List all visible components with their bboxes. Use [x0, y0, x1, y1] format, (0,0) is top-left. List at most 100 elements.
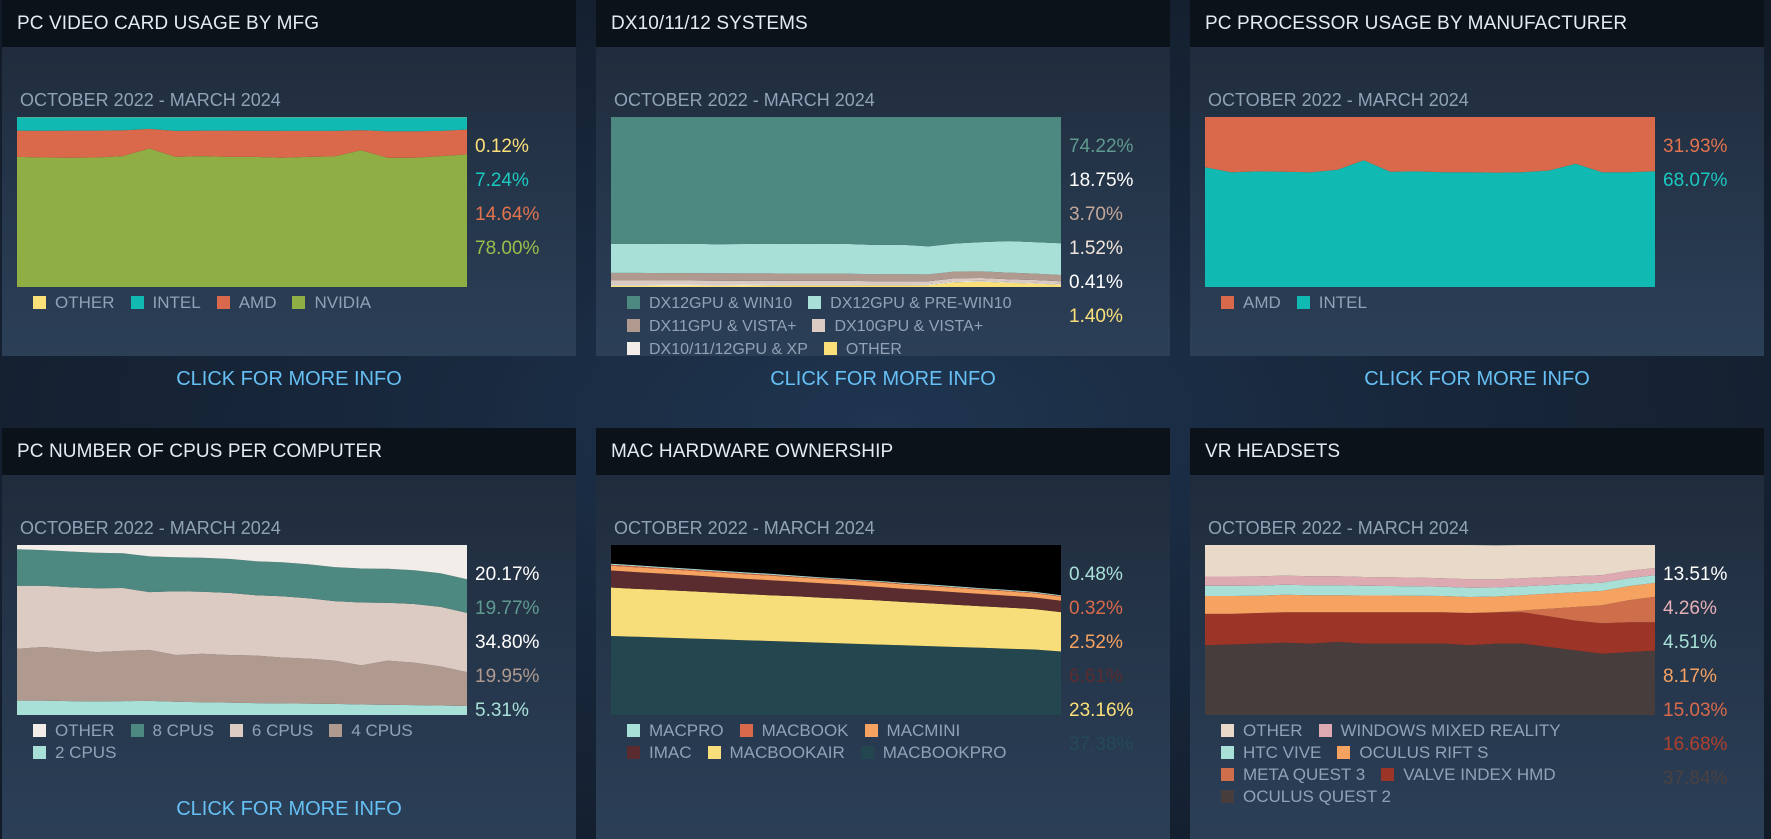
percentage-value: 0.48% [1069, 564, 1123, 585]
legend-label: IMAC [649, 743, 692, 762]
legend-swatch [1221, 296, 1234, 309]
percentage-value: 14.64% [475, 204, 540, 225]
panel-title: DX10/11/12 SYSTEMS [611, 12, 808, 34]
legend-item: AMD [1221, 292, 1281, 314]
area-series-macbookpro [611, 636, 1061, 715]
legend-label: OTHER [55, 293, 115, 312]
legend-item: DX10GPU & VISTA+ [812, 316, 983, 338]
legend-item: MACMINI [864, 720, 960, 742]
legend-label: DX10/11/12GPU & XP [649, 341, 808, 358]
percentage-list: 13.51% 4.26% 4.51% 8.17% 15.03% 16.68% 37.84% [1663, 564, 1727, 802]
legend-swatch [627, 296, 640, 309]
area-series-dx10gpu-vista- [611, 278, 1061, 285]
area-series-intel [1205, 160, 1655, 287]
legend-label: MACBOOKAIR [729, 743, 845, 762]
legend-label: DX10GPU & VISTA+ [834, 318, 984, 335]
panel-vr-headsets: VR HEADSETS OCTOBER 2022 - MARCH 2024 13… [1190, 428, 1764, 839]
legend-item: OTHER [33, 720, 115, 742]
legend-item: INTEL [1296, 292, 1367, 314]
date-range: OCTOBER 2022 - MARCH 2024 [20, 90, 281, 110]
percentage-value: 34.80% [475, 632, 540, 653]
legend: OTHER 8 CPUS 6 CPUS 4 CPUS 2 CPUS [17, 720, 477, 764]
area-series-imac [611, 570, 1061, 613]
legend-swatch [739, 724, 753, 737]
legend-item: AMD [216, 292, 277, 314]
percentage-value: 4.51% [1663, 632, 1717, 653]
area-series-oculus-quest-2 [1205, 641, 1655, 715]
legend-label: INTEL [152, 293, 201, 312]
legend-swatch [229, 724, 243, 737]
area-series-4-cpus [17, 647, 467, 706]
legend-item: DX10/11/12GPU & XP [627, 339, 808, 361]
legend-item: 2 CPUS [33, 742, 116, 764]
legend-item: DX12GPU & WIN10 [627, 293, 792, 315]
percentage-value: 7.24% [475, 170, 529, 191]
area-series-oculus-rift-s [1205, 582, 1655, 614]
legend-item: HTC VIVE [1221, 742, 1321, 764]
legend-item: IMAC [627, 742, 692, 764]
area-series-nvidia [17, 148, 467, 287]
legend-swatch [33, 746, 46, 759]
legend-swatch [1296, 296, 1310, 309]
legend: OTHER INTEL AMD NVIDIA [17, 292, 477, 314]
legend-swatch [1221, 768, 1234, 781]
legend-label: OTHER [1243, 721, 1303, 740]
legend-swatch [860, 746, 874, 759]
panel-title: PC VIDEO CARD USAGE BY MFG [17, 12, 320, 34]
legend-swatch [216, 296, 230, 309]
legend-label: META QUEST 3 [1243, 765, 1366, 784]
more-info-link[interactable]: CLICK FOR MORE INFO [176, 798, 402, 820]
legend-item: OTHER [1221, 720, 1303, 742]
legend-item: OTHER [823, 339, 902, 361]
legend-label: OCULUS RIFT S [1359, 743, 1489, 762]
date-range: OCTOBER 2022 - MARCH 2024 [1208, 90, 1469, 110]
legend-label: AMD [238, 293, 277, 312]
area-series-6-cpus [17, 585, 467, 673]
legend-label: DX12GPU & WIN10 [649, 295, 793, 312]
area-series-dx11gpu-vista- [611, 271, 1061, 282]
legend-swatch [1221, 724, 1234, 737]
date-range: OCTOBER 2022 - MARCH 2024 [614, 90, 875, 110]
legend-swatch [33, 296, 46, 309]
area-chart [1205, 117, 1655, 287]
percentage-list: 74.22% 18.75% 3.70% 1.52% 0.41% 1.40% [1069, 136, 1133, 340]
area-series-amd [17, 128, 467, 158]
legend-swatch [627, 319, 640, 332]
percentage-value: 4.26% [1663, 598, 1717, 619]
legend-swatch [329, 724, 343, 737]
legend: DX12GPU & WIN10 DX12GPU & PRE-WIN10 DX11GP… [611, 292, 1071, 361]
legend-label: NVIDIA [314, 293, 372, 312]
percentage-value: 78.00% [475, 238, 540, 259]
area-chart [1205, 545, 1655, 715]
percentage-value: 1.52% [1069, 238, 1123, 259]
legend-label: OTHER [845, 341, 902, 358]
percentage-value: 0.32% [1069, 598, 1123, 619]
panel-title: PC NUMBER OF CPUS PER COMPUTER [17, 440, 383, 462]
legend-label: MACPRO [649, 721, 724, 740]
more-info-link[interactable]: CLICK FOR MORE INFO [770, 368, 996, 390]
area-series-other [1205, 545, 1655, 580]
legend-label: AMD [1243, 293, 1281, 312]
area-series-meta-quest-3 [1205, 596, 1655, 624]
area-series-2-cpus [17, 700, 467, 715]
legend-swatch [864, 724, 878, 737]
legend-item: OCULUS QUEST 2 [1221, 786, 1391, 808]
panel-header: VR HEADSETS [1190, 428, 1764, 475]
panel-mac-hardware: MAC HARDWARE OWNERSHIP OCTOBER 2022 - MA… [596, 428, 1170, 839]
legend-label: OTHER [55, 721, 115, 740]
percentage-value: 19.77% [475, 598, 540, 619]
more-info-link[interactable]: CLICK FOR MORE INFO [1364, 368, 1590, 390]
legend-item: 4 CPUS [329, 720, 413, 742]
legend-item: MACBOOKAIR [707, 742, 845, 764]
area-series-htc-vive [1205, 575, 1655, 597]
legend-swatch [812, 319, 826, 332]
percentage-value: 5.31% [475, 700, 529, 721]
panel-title: MAC HARDWARE OWNERSHIP [611, 440, 894, 462]
more-info-link[interactable]: CLICK FOR MORE INFO [176, 368, 402, 390]
area-series-valve-index-hmd [1205, 612, 1655, 654]
area-series-macbook [611, 564, 1061, 597]
percentage-value: 68.07% [1663, 170, 1728, 191]
date-range: OCTOBER 2022 - MARCH 2024 [1208, 518, 1469, 538]
percentage-list: 0.12% 7.24% 14.64% 78.00% [475, 136, 539, 272]
percentage-value: 74.22% [1069, 136, 1134, 157]
